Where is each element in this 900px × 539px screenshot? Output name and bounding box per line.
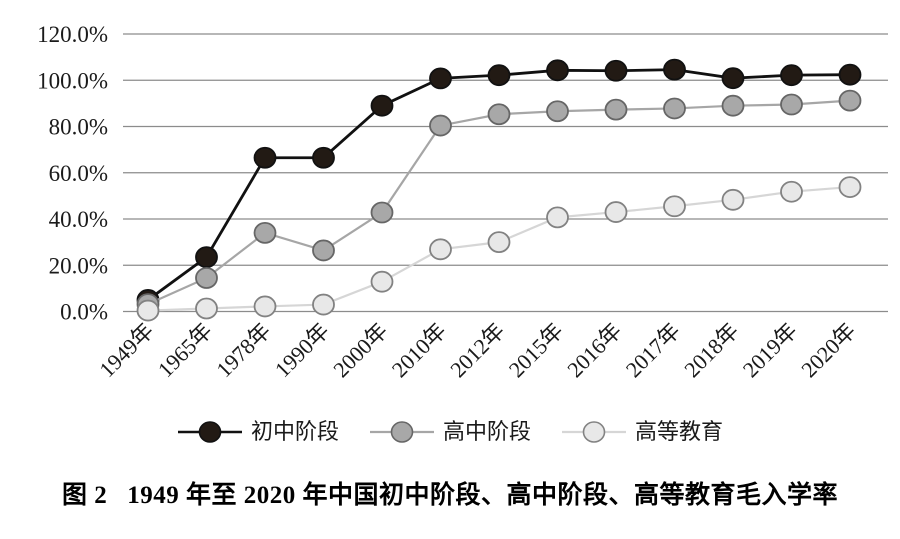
data-point-series-2 [429,238,452,261]
x-axis-tick-label: 2015年 [504,318,568,382]
x-axis-tick-label: 2020年 [796,318,860,382]
legend-label-junior: 初中阶段 [250,419,339,444]
series-line-1 [147,99,851,306]
data-point-series-2 [780,180,803,203]
x-axis-tick-label: 2012年 [445,318,509,382]
data-point-series-1 [780,93,803,116]
data-point-series-1 [546,100,569,123]
y-axis-tick-label: 100.0% [37,68,108,93]
legend-item-senior: 高中阶段 [369,420,531,444]
data-point-series-1 [487,103,511,126]
x-axis-tick-label: 2016年 [562,318,626,382]
x-axis-tick-label: 2000年 [328,318,392,382]
data-point-series-0 [721,67,745,90]
y-axis-tick-label: 40.0% [49,207,108,232]
data-point-series-1 [253,221,277,244]
data-point-series-1 [312,239,335,262]
data-point-series-0 [195,246,218,269]
data-point-series-2 [312,293,335,316]
figure-caption: 图 2 1949 年至 2020 年中国初中阶段、高中阶段、高等教育毛入学率 [0,475,900,511]
y-axis-tick-label: 120.0% [37,22,108,47]
chart-legend: 初中阶段 高中阶段 高等教育 [0,417,900,447]
data-point-series-1 [604,98,628,121]
data-point-series-2 [663,195,686,218]
junior-series-marker-icon [177,421,242,443]
senior-series-marker-icon [369,421,434,443]
figure-caption-title: 1949 年至 2020 年中国初中阶段、高中阶段、高等教育毛入学率 [127,482,839,509]
data-point-series-0 [487,64,511,87]
x-axis-tick-label: 1990年 [270,318,334,382]
data-point-series-0 [604,59,628,82]
x-axis-tick-label: 2017年 [621,318,685,382]
data-point-series-1 [721,94,745,117]
data-point-series-0 [780,64,803,87]
data-point-series-2 [253,295,277,318]
higher-series-marker-icon [562,421,626,443]
legend-item-higher: 高等教育 [561,420,723,444]
data-point-series-0 [838,63,862,86]
data-point-series-0 [370,94,394,117]
data-point-series-2 [195,297,218,320]
data-point-series-0 [253,146,277,169]
data-point-series-0 [663,58,686,81]
y-axis-tick-label: 80.0% [49,115,108,140]
y-axis-tick-label: 20.0% [49,253,108,278]
x-axis-tick-label: 1978年 [211,318,275,382]
legend-label-higher: 高等教育 [635,419,724,444]
data-point-series-0 [312,146,335,169]
data-point-series-1 [195,267,218,289]
legend-label-senior: 高中阶段 [442,419,531,444]
data-point-series-1 [663,97,686,120]
data-point-series-2 [721,188,745,211]
data-point-series-0 [546,59,569,82]
data-point-series-2 [546,206,569,229]
x-axis-tick-label: 2018年 [679,318,743,382]
x-axis-tick-label: 1949年 [94,318,158,382]
data-point-series-2 [487,231,511,254]
data-point-series-0 [429,67,452,90]
x-axis-tick-label: 1965年 [153,318,217,382]
data-point-series-2 [604,201,628,223]
data-point-series-2 [136,299,160,322]
figure-caption-number: 图 2 [61,482,108,509]
data-point-series-2 [838,176,862,198]
data-point-series-2 [370,270,394,293]
y-axis-tick-label: 60.0% [49,161,108,186]
x-axis-tick-label: 2010年 [387,318,451,382]
data-point-series-1 [838,89,862,112]
data-point-series-1 [429,114,452,137]
legend-item-junior: 初中阶段 [177,420,339,444]
x-axis-tick-label: 2019年 [738,318,802,382]
enrollment-line-chart: 0.0% 20.0% 40.0% 60.0% 80.0% 100.0% 120.0% 1949… [37,22,888,382]
data-point-series-1 [370,201,394,224]
y-axis-tick-label: 0.0% [60,300,108,325]
